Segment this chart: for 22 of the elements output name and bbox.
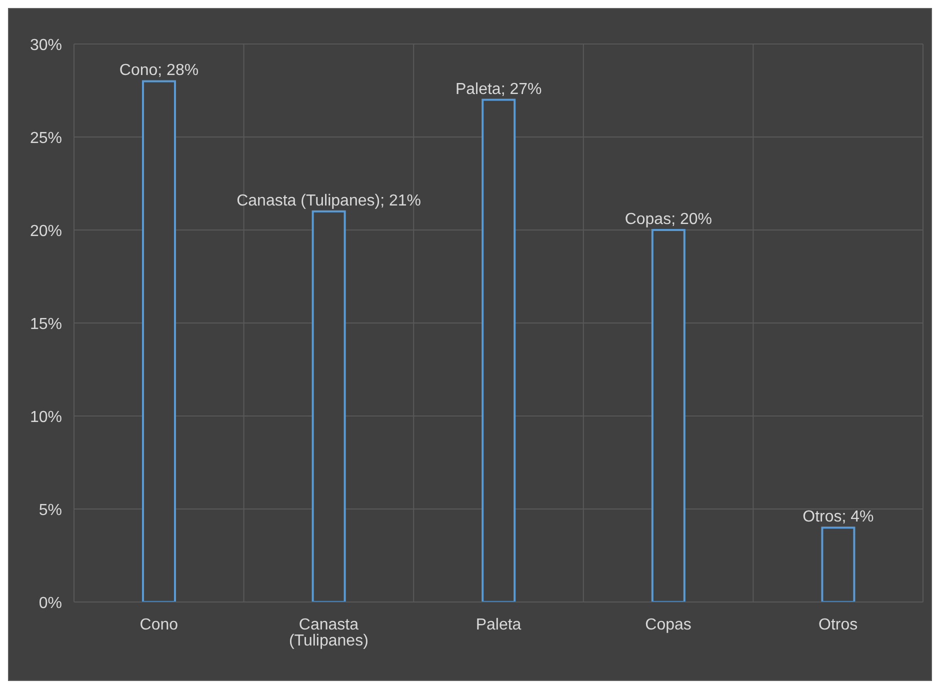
y-tick-label: 15% (30, 316, 62, 333)
data-label: Canasta (Tulipanes); 21% (236, 192, 421, 210)
y-tick-label: 0% (38, 595, 62, 612)
y-tick-label: 20% (30, 223, 62, 240)
bar (651, 229, 686, 602)
data-label: Otros; 4% (802, 508, 874, 526)
bar (482, 98, 516, 602)
x-tick-label: Copas (645, 616, 692, 634)
y-tick-label: 30% (30, 37, 62, 54)
x-tick-label: Canasta (Tulipanes) (288, 616, 368, 650)
bar (312, 210, 346, 602)
bar (821, 526, 856, 602)
data-label: Copas; 20% (624, 211, 712, 228)
x-tick-label: Otros (818, 616, 858, 634)
data-label: Cono; 28% (119, 62, 199, 80)
data-label: Paleta; 27% (455, 80, 542, 98)
y-tick-label: 5% (38, 502, 62, 519)
bar (142, 80, 176, 602)
x-tick-label: Cono (140, 616, 178, 634)
y-tick-label: 25% (30, 130, 62, 147)
y-tick-label: 10% (30, 409, 62, 426)
x-tick-label: Paleta (476, 616, 522, 634)
